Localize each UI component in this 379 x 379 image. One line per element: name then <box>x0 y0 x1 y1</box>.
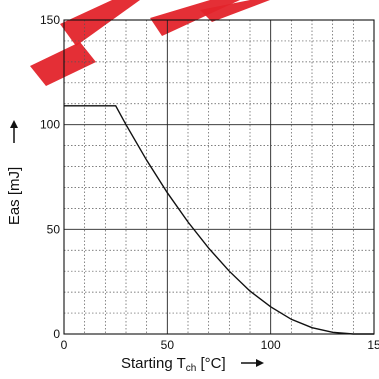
plot-frame <box>63 19 375 335</box>
watermark-stroke <box>200 0 270 22</box>
plot-border <box>63 19 375 335</box>
y-tick-label: 0 <box>53 327 60 341</box>
y-axis-title: Eas [mJ] <box>6 167 23 225</box>
y-tick-label: 150 <box>40 13 60 27</box>
eas-curve-line <box>64 105 374 335</box>
x-axis-arrow-icon <box>241 359 264 367</box>
watermark-logo <box>30 0 270 86</box>
x-axis-title-prefix: Starting T <box>121 355 186 372</box>
y-tick-labels: 0 50 100 150 <box>40 13 60 341</box>
x-tick-label: 0 <box>61 338 68 352</box>
x-tick-label: 100 <box>261 338 281 352</box>
x-tick-label: 50 <box>161 338 175 352</box>
x-axis-title-subscript: ch <box>186 363 197 374</box>
x-axis-title-suffix: [°C] <box>196 355 225 372</box>
y-tick-label: 100 <box>40 118 60 132</box>
watermark-stroke <box>60 0 140 46</box>
x-axis-title: Starting Tch [°C] <box>121 355 226 374</box>
y-tick-label: 50 <box>47 222 61 236</box>
x-tick-labels: 0 50 100 15 <box>61 338 379 352</box>
y-axis-arrow-icon <box>10 120 18 143</box>
series-layer <box>64 105 374 335</box>
watermark-stroke <box>30 42 96 86</box>
x-tick-label: 15 <box>367 338 379 352</box>
grid <box>64 20 374 334</box>
